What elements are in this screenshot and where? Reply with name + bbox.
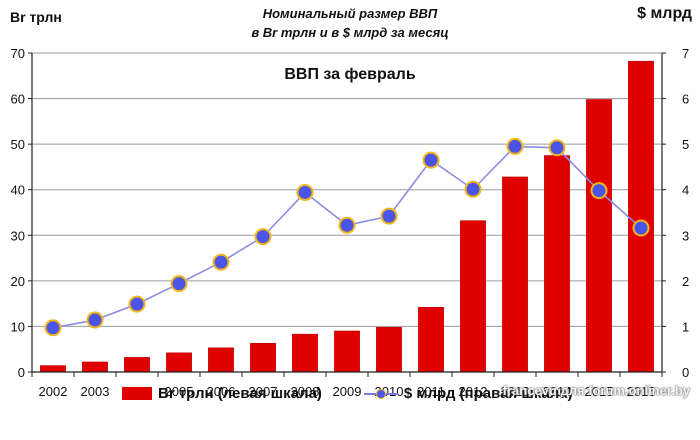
chart-title-line2: в Br трлн и в $ млрд за месяц	[251, 25, 449, 40]
line-point	[506, 137, 524, 155]
right-tick-label: 7	[682, 46, 689, 61]
right-tick-label: 1	[682, 319, 689, 334]
line-point	[338, 216, 356, 234]
right-tick-label: 4	[682, 183, 689, 198]
line-point	[170, 275, 188, 293]
x-tick-label: 2015	[585, 384, 614, 399]
bar	[544, 155, 570, 373]
x-tick-label: 2013	[501, 384, 530, 399]
x-tick-label: 2012	[459, 384, 488, 399]
bar	[334, 330, 360, 373]
line-point	[296, 183, 314, 201]
chart-legend: Br трлн (левая шкала) $ млрд (правая шка…	[122, 385, 573, 402]
bar	[628, 60, 654, 373]
chart-title-line1: Номинальный размер ВВП	[262, 6, 438, 21]
watermark: francevu для forum.onliner.by	[502, 383, 690, 398]
right-tick-label: 5	[682, 137, 689, 152]
left-tick-label: 50	[11, 137, 25, 152]
bar	[166, 352, 192, 373]
line-point	[212, 253, 230, 271]
line-point	[590, 182, 608, 200]
x-tick-label: 2006	[207, 384, 236, 399]
x-tick-label: 2007	[249, 384, 278, 399]
legend-line-swatch	[363, 387, 398, 401]
x-tick-label: 2008	[291, 384, 320, 399]
bar	[40, 365, 66, 373]
left-axis-label: Br трлн	[10, 9, 62, 25]
left-tick-label: 20	[11, 274, 25, 289]
x-tick-label: 2005	[165, 384, 194, 399]
line-point	[254, 228, 272, 246]
bar	[292, 333, 318, 373]
left-tick-label: 70	[11, 46, 25, 61]
legend-bar-swatch	[122, 387, 152, 400]
bar	[502, 176, 528, 373]
legend-label-bars: Br трлн (левая шкала)	[158, 385, 322, 402]
right-tick-label: 6	[682, 92, 689, 107]
right-axis-label: $ млрд	[637, 5, 692, 22]
line-point	[548, 139, 566, 157]
bar	[376, 327, 402, 373]
line-point	[380, 207, 398, 225]
left-tick-label: 40	[11, 183, 25, 198]
line-point	[128, 295, 146, 313]
bar	[460, 220, 486, 373]
x-tick-label: 2009	[333, 384, 362, 399]
right-tick-label: 3	[682, 228, 689, 243]
bar	[208, 347, 234, 373]
x-tick-label: 2014	[543, 384, 572, 399]
legend-label-line: $ млрд (правая шкала)	[403, 385, 573, 402]
bar	[250, 342, 276, 373]
left-tick-label: 0	[18, 365, 25, 380]
x-tick-label: 2003	[81, 384, 110, 399]
bar	[124, 357, 150, 373]
line-point	[464, 180, 482, 198]
right-tick-label: 0	[682, 365, 689, 380]
left-tick-label: 30	[11, 228, 25, 243]
left-tick-label: 10	[11, 319, 25, 334]
bar	[418, 306, 444, 373]
line-point	[422, 151, 440, 169]
line-point	[86, 311, 104, 329]
x-tick-label: 2011	[417, 384, 445, 399]
chart-title: Номинальный размер ВВП в Br трлн и в $ м…	[180, 4, 520, 42]
x-tick-label: 2016	[627, 384, 656, 399]
chart-subtitle: ВВП за февраль	[284, 66, 416, 83]
x-tick-label: 2002	[39, 384, 68, 399]
bar	[586, 99, 612, 373]
right-tick-label: 2	[682, 274, 689, 289]
line-point	[44, 319, 62, 337]
left-tick-label: 60	[11, 92, 25, 107]
bar	[82, 361, 108, 373]
line-point	[632, 219, 650, 237]
